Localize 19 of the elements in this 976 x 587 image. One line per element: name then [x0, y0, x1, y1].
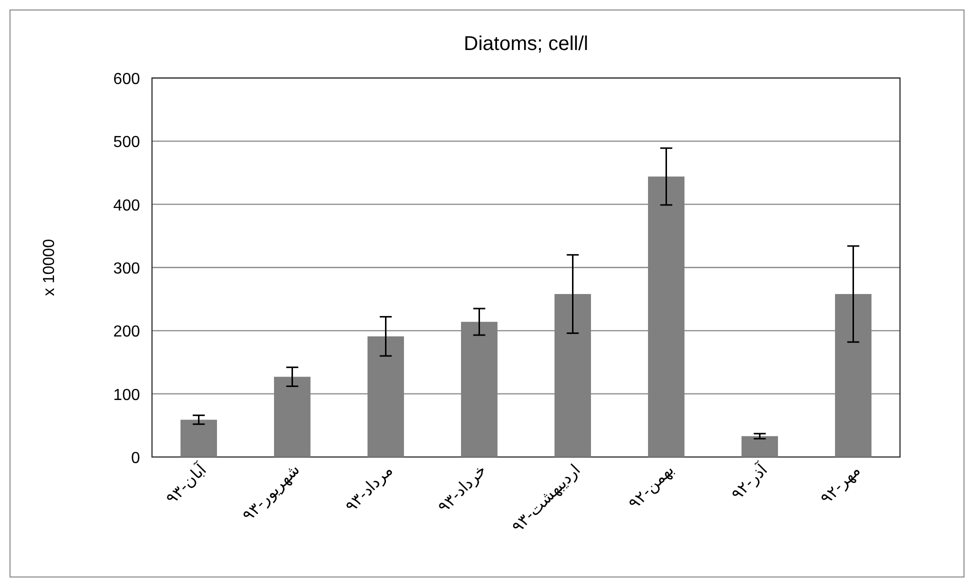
y-tick-label: 300: [113, 260, 140, 278]
x-tick-label: مهر-۹۲: [818, 462, 864, 508]
chart-title: Diatoms; cell/l: [464, 33, 588, 55]
bar: [180, 420, 217, 457]
y-axis-title: x 10000: [41, 238, 58, 296]
y-tick-label: 0: [131, 450, 140, 467]
y-tick-label: 400: [113, 197, 140, 214]
bar: [742, 436, 778, 457]
y-tick-label: 500: [113, 134, 140, 152]
x-tick-label: آبان-۹۳: [161, 458, 211, 508]
x-tick-label: اردیبهشت-۹۳: [509, 462, 584, 536]
x-tick-label: بهمن-۹۲: [626, 462, 678, 513]
y-tick-label: 100: [113, 386, 140, 404]
y-tick-label: 600: [113, 71, 140, 88]
y-tick-label: 200: [113, 324, 140, 341]
x-tick-label: خرداد-۹۳: [435, 462, 490, 516]
x-tick-label: آذر-۹۲: [726, 458, 772, 504]
x-tick-label: مرداد-۹۳: [342, 462, 397, 516]
x-tick-label: شهریور-۹۳: [240, 462, 304, 525]
